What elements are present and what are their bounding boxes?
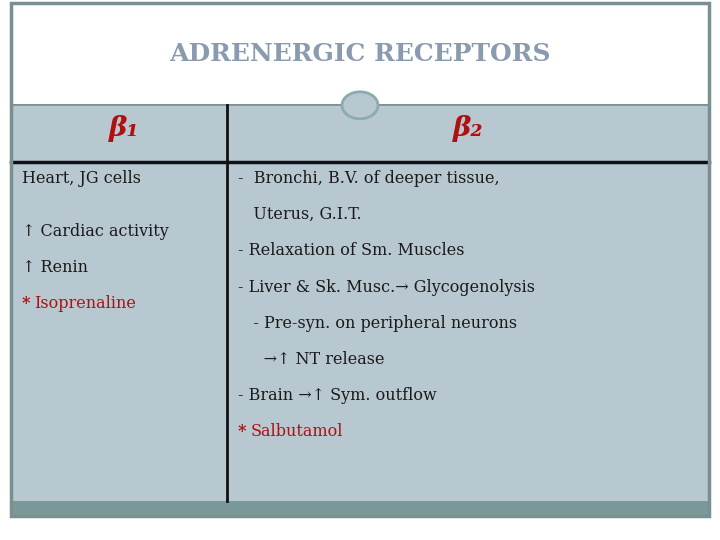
Text: β₁: β₁ <box>109 115 140 141</box>
Text: ADRENERGIC RECEPTORS: ADRENERGIC RECEPTORS <box>169 42 551 66</box>
Text: β₂: β₂ <box>453 115 483 141</box>
Text: Salbutamol: Salbutamol <box>251 423 343 440</box>
FancyBboxPatch shape <box>11 501 709 516</box>
Text: - Liver & Sk. Musc.→ Glycogenolysis: - Liver & Sk. Musc.→ Glycogenolysis <box>238 279 534 295</box>
FancyBboxPatch shape <box>11 3 709 105</box>
Text: *: * <box>238 423 252 440</box>
Text: ↑ Renin: ↑ Renin <box>22 259 88 276</box>
Text: - Brain →↑ Sym. outflow: - Brain →↑ Sym. outflow <box>238 387 436 404</box>
Circle shape <box>342 92 378 119</box>
Text: →↑ NT release: →↑ NT release <box>238 351 384 368</box>
FancyBboxPatch shape <box>11 105 709 516</box>
Text: Heart, JG cells: Heart, JG cells <box>22 170 140 187</box>
Text: - Pre-syn. on peripheral neurons: - Pre-syn. on peripheral neurons <box>238 315 517 332</box>
Circle shape <box>341 91 379 119</box>
Text: ↑ Cardiac activity: ↑ Cardiac activity <box>22 222 168 240</box>
Text: Isoprenaline: Isoprenaline <box>35 295 136 312</box>
Text: -  Bronchi, B.V. of deeper tissue,: - Bronchi, B.V. of deeper tissue, <box>238 170 499 187</box>
Text: Uterus, G.I.T.: Uterus, G.I.T. <box>238 206 361 223</box>
Text: - Relaxation of Sm. Muscles: - Relaxation of Sm. Muscles <box>238 242 464 259</box>
Text: *: * <box>22 295 36 312</box>
